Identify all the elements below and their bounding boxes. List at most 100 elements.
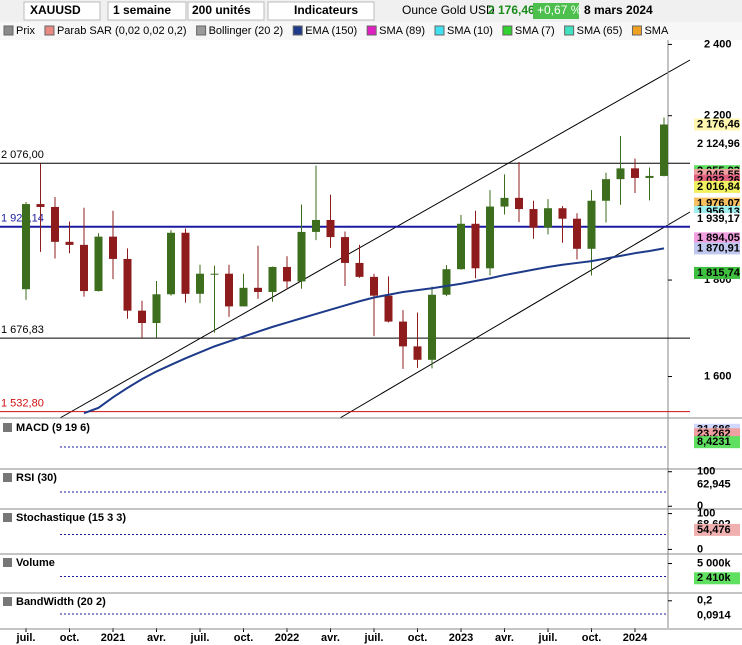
candle-body	[399, 321, 407, 347]
candle-body	[65, 241, 74, 245]
indicator-line	[83, 247, 665, 415]
legend-swatch	[366, 25, 377, 36]
legend-entry: SMA (89)	[379, 25, 425, 37]
candle-body	[123, 258, 132, 311]
change: +0,67 %	[537, 3, 582, 17]
candle-body	[602, 179, 610, 201]
period[interactable]: 1 semaine	[113, 3, 171, 17]
last-value-box	[694, 232, 740, 245]
x-tick-label: avr.	[495, 632, 514, 644]
last-value-label: 54,476	[697, 524, 731, 536]
candle-body	[413, 346, 422, 360]
y-tick-label: 0	[697, 543, 703, 555]
candle-body	[283, 266, 291, 282]
x-tick-label: avr.	[321, 632, 340, 644]
last-value-label: 2 016,84	[697, 181, 741, 193]
y-tick-label: 100	[697, 466, 715, 478]
x-tick-label: oct.	[234, 632, 254, 644]
legend-entry: Bollinger (20 2)	[209, 25, 284, 37]
panel-icon	[3, 597, 12, 606]
level-label: 1 676,83	[1, 324, 44, 336]
last-value-label: 0,0914	[697, 609, 732, 621]
candle-body	[152, 294, 161, 324]
plot	[59, 59, 691, 419]
candle-body	[645, 175, 654, 178]
candle-body	[210, 273, 219, 275]
channel-upper	[59, 59, 691, 419]
candle-body	[384, 295, 393, 322]
candle-body	[515, 197, 523, 210]
last-value-box	[694, 609, 740, 622]
x-tick-label: juil.	[538, 632, 558, 644]
legend-swatch	[631, 25, 642, 36]
x-tick-label: 2022	[275, 632, 299, 644]
candle-body	[486, 206, 494, 269]
symbol-box[interactable]	[23, 1, 101, 21]
panel-title: Volume	[16, 557, 55, 569]
price: 2 176,46	[488, 3, 535, 17]
last-value-box	[694, 436, 740, 449]
legend-swatch	[196, 25, 207, 36]
last-value-box	[694, 118, 740, 131]
candle-body	[457, 223, 465, 270]
last-value-label: 2 124,96	[697, 138, 740, 150]
panel-title: Stochastique (15 3 3)	[16, 512, 126, 524]
candle-body	[573, 218, 581, 249]
legend-swatch	[44, 25, 55, 36]
last-value-label: 1 815,74	[697, 267, 741, 279]
panel-title: RSI (30)	[16, 472, 57, 484]
indicators[interactable]: Indicateurs	[294, 3, 358, 17]
candle-body	[631, 168, 639, 178]
legend-entry: SMA (10)	[447, 25, 493, 37]
indicators-box[interactable]	[267, 1, 375, 21]
instrument: Ounce Gold USD	[402, 3, 495, 17]
x-tick-label: oct.	[408, 632, 428, 644]
x-tick-label: 2021	[101, 632, 125, 644]
candle-body	[196, 273, 204, 294]
candle-body	[428, 294, 436, 360]
period-box[interactable]	[107, 1, 187, 21]
legend-swatch	[434, 25, 445, 36]
last-value-label: 1 870,91	[697, 242, 740, 254]
legend-swatch	[292, 25, 303, 36]
date: 8 mars 2024	[584, 3, 653, 17]
last-value-label: 1 894,05	[697, 232, 740, 244]
candle-body	[225, 273, 233, 307]
last-value-label: 8,4231	[697, 436, 731, 448]
legend-entry: EMA (150)	[305, 25, 357, 37]
x-tick-label: oct.	[582, 632, 602, 644]
last-value-box	[694, 213, 740, 226]
y-tick-label: 0	[697, 500, 703, 512]
legend-swatch	[502, 25, 513, 36]
y-tick-label: 5 000k	[697, 557, 732, 569]
x-tick-label: juil.	[364, 632, 384, 644]
x-tick-label: 2024	[623, 632, 648, 644]
legend-swatch	[3, 25, 14, 36]
candle-body	[94, 236, 103, 292]
candle-body	[181, 232, 190, 294]
x-tick-label: juil.	[190, 632, 210, 644]
x-tick-label: juil.	[16, 632, 36, 644]
symbol[interactable]: XAUUSD	[30, 3, 81, 17]
candle-body	[109, 236, 117, 259]
last-value-box	[694, 180, 740, 193]
panel-title: BandWidth (20 2)	[16, 596, 106, 608]
y-tick-label: 2 400	[704, 38, 732, 50]
level-label: 2 076,00	[1, 149, 44, 161]
candle-body	[355, 262, 364, 277]
units[interactable]: 200 unités	[192, 3, 251, 17]
candle-body	[239, 287, 248, 307]
legend-entry: SMA (7)	[515, 25, 555, 37]
units-box[interactable]	[187, 1, 265, 21]
candle-body	[442, 269, 451, 295]
channel-lower	[339, 211, 691, 419]
panel-icon	[3, 423, 12, 432]
y-tick-label: 0,2	[697, 595, 712, 607]
last-value-box	[694, 242, 740, 255]
candle-body	[36, 204, 45, 207]
legend-swatch	[564, 25, 575, 36]
candle-body	[558, 208, 567, 219]
candle-body	[544, 208, 552, 228]
x-tick-label: 2023	[449, 632, 473, 644]
